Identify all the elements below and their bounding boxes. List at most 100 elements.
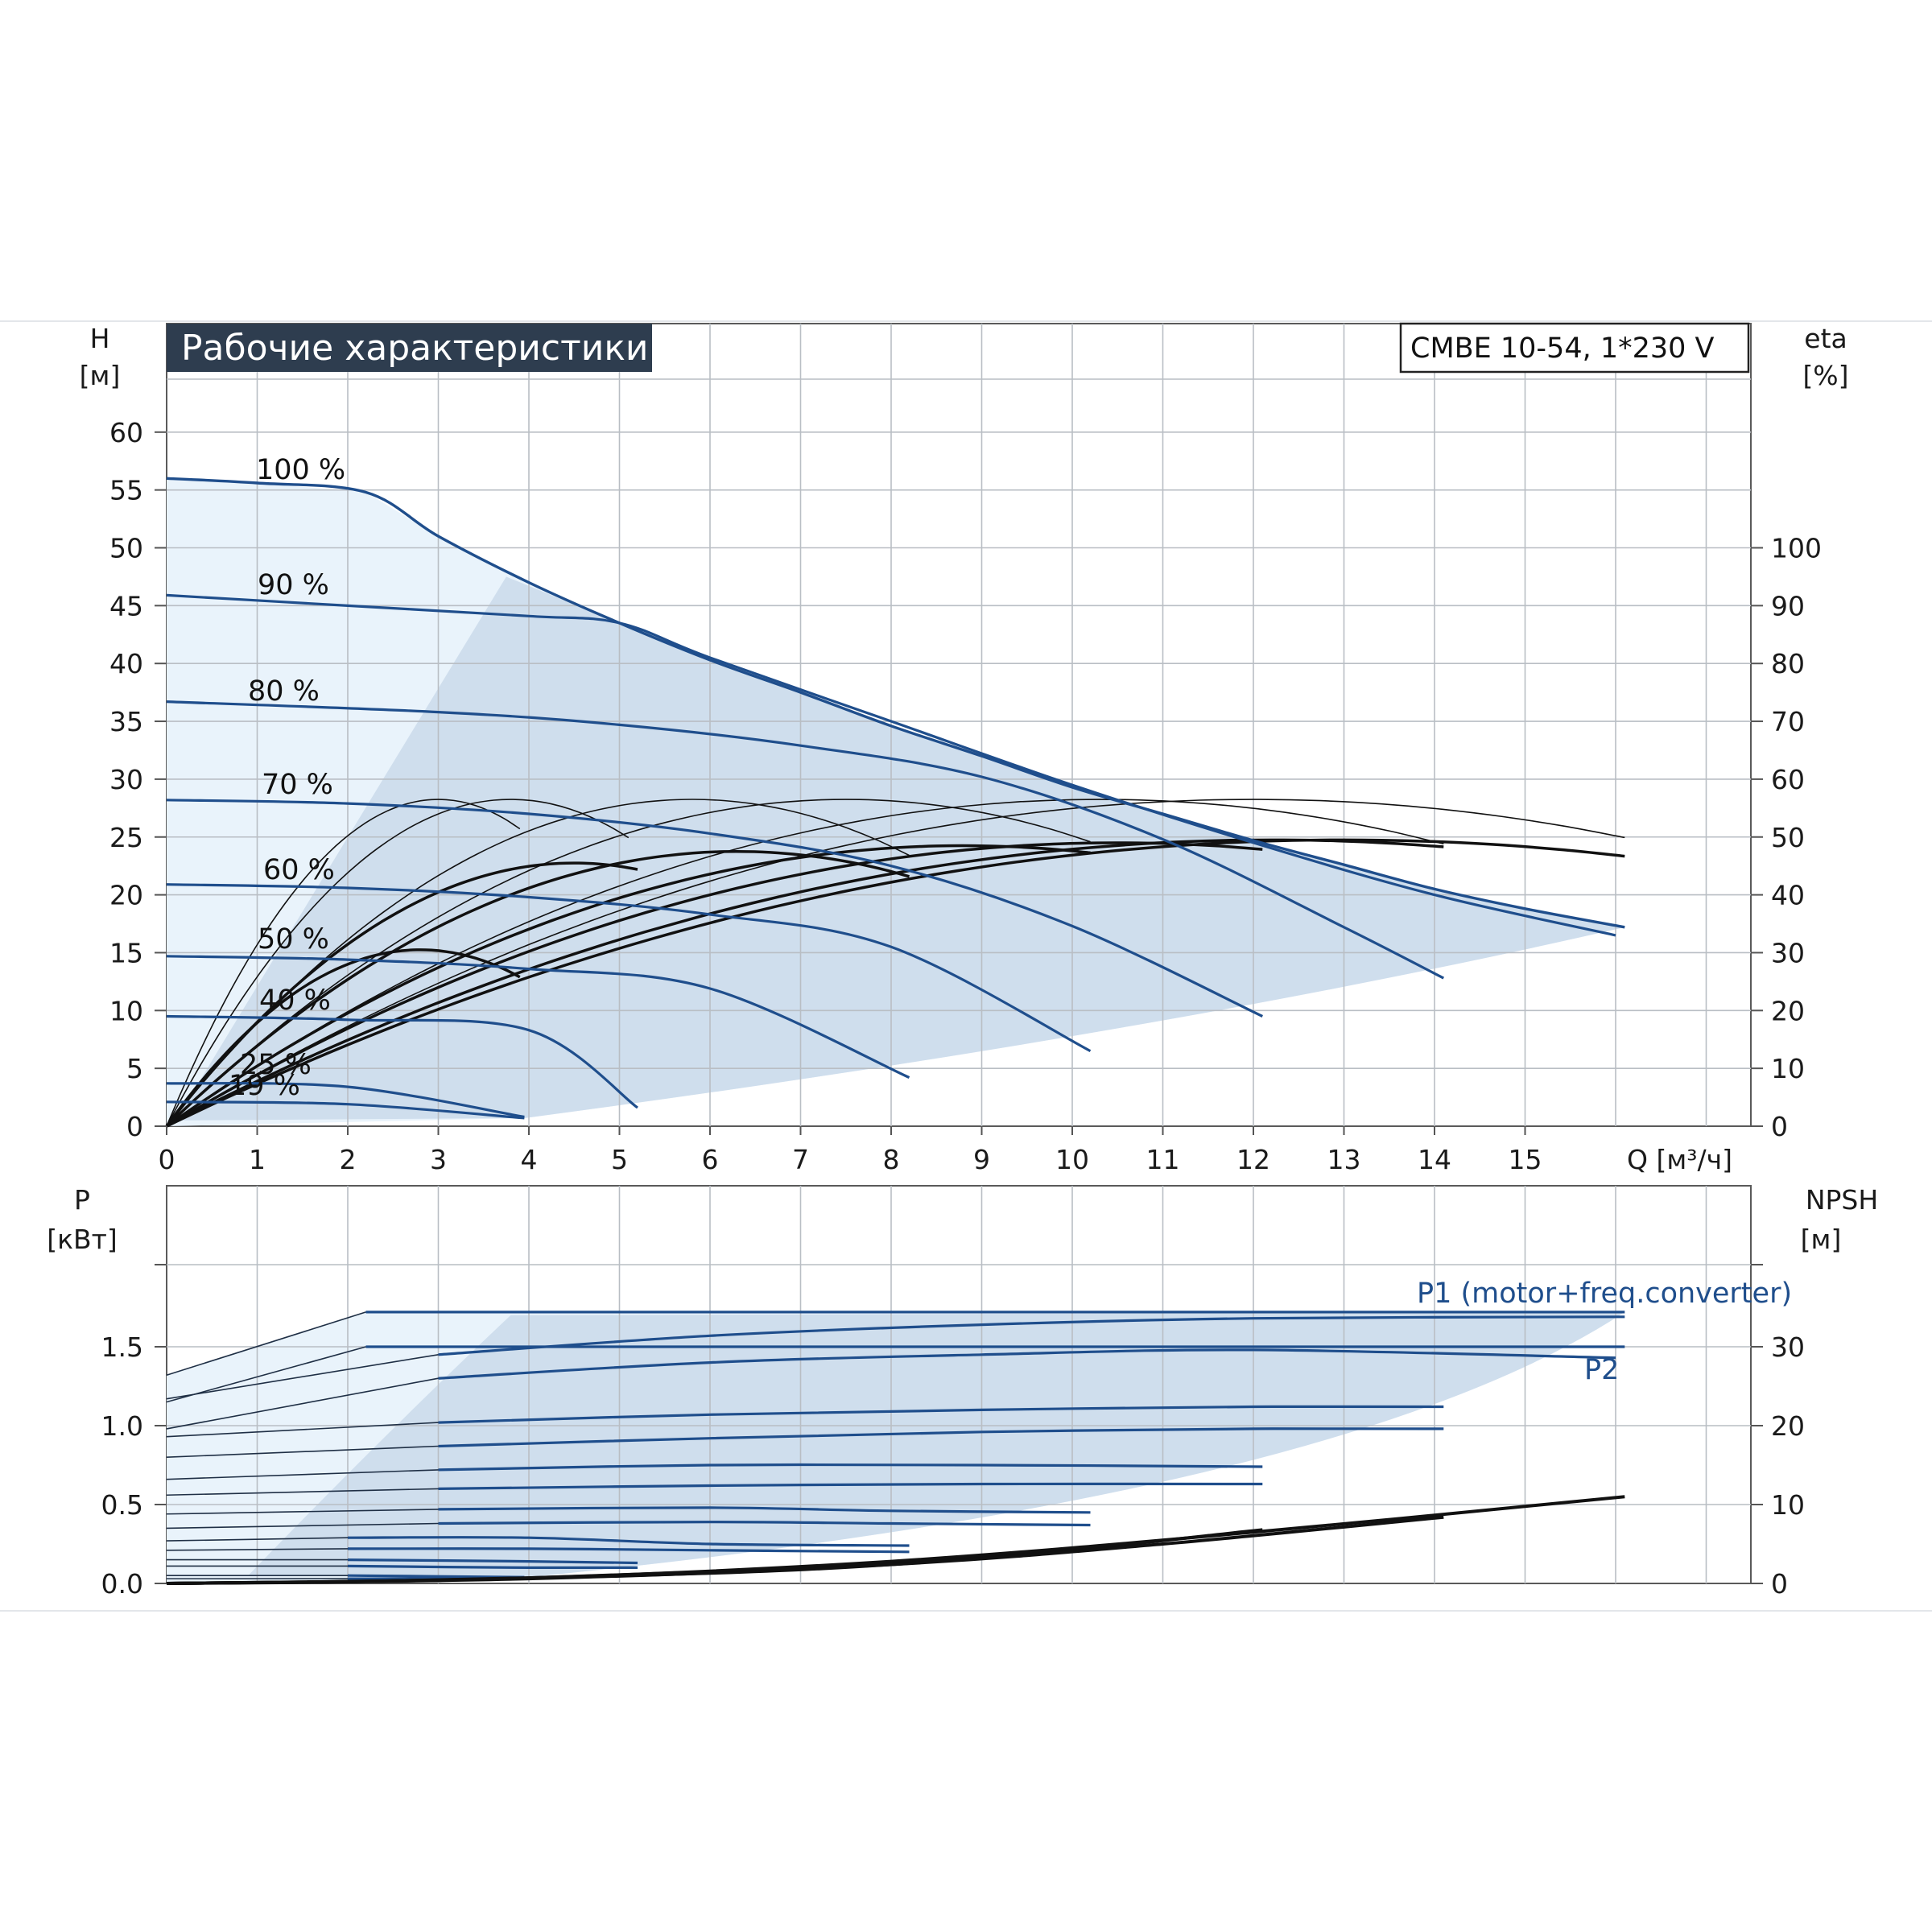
- p2-curve-lead: [166, 1488, 439, 1496]
- head-curve: [166, 1014, 638, 1109]
- power-tick-label: 0.5: [101, 1489, 143, 1521]
- y2-tick-label: 50: [1771, 822, 1805, 853]
- p1-curve: [438, 1405, 1444, 1424]
- p1-curve: [347, 1536, 910, 1547]
- y2-tick-label: 10: [1771, 1053, 1805, 1084]
- speed-label: 90 %: [258, 569, 329, 601]
- speed-label: 70 %: [262, 769, 333, 801]
- speed-label: 100 %: [256, 454, 345, 486]
- y-tick-label: 60: [109, 417, 143, 448]
- p2-curve: [438, 1348, 1616, 1380]
- x-axis-ticks: 0 1 2 3 4 5 6 7 8 9 10 11 12 13 14 15: [159, 1126, 1542, 1175]
- speed-label: 19 %: [229, 1070, 300, 1102]
- y-tick-label: 55: [109, 475, 143, 506]
- y2-tick-label: 30: [1771, 937, 1805, 968]
- power-axis-label: P: [74, 1184, 90, 1216]
- x-tick-label: 0: [159, 1144, 175, 1175]
- efficiency-curve: [166, 799, 1444, 1127]
- y-axis-unit: [м]: [80, 360, 121, 391]
- head-grid: [167, 324, 1751, 1126]
- efficiency-curves: [165, 799, 1625, 1128]
- y-tick-label: 0: [126, 1111, 143, 1142]
- x-tick-label: 6: [702, 1144, 719, 1175]
- y-tick-label: 15: [109, 937, 143, 968]
- y2-tick-label: 40: [1771, 880, 1805, 911]
- legend-p2: P2: [1584, 1354, 1619, 1386]
- x-axis-label: Q [м³/ч]: [1627, 1144, 1732, 1175]
- y2-tick-label: 70: [1771, 706, 1805, 737]
- p2-curve: [347, 1564, 638, 1570]
- efficiency-curve: [166, 841, 1263, 1128]
- y-tick-label: 25: [109, 822, 143, 853]
- y-tick-label: 30: [109, 764, 143, 795]
- p2-curve: [438, 1427, 1444, 1448]
- power-tick-label: 1.0: [101, 1410, 143, 1442]
- p2-curve: [347, 1547, 910, 1554]
- speed-label: 60 %: [263, 854, 335, 886]
- npsh-tick-label: 10: [1771, 1489, 1805, 1521]
- npsh-axis-unit: [м]: [1801, 1224, 1842, 1255]
- npsh-curve: [166, 1495, 1625, 1585]
- p1-curve-lead: [166, 1509, 439, 1515]
- p2-curve-lead: [166, 1346, 366, 1403]
- y-axis-ticks: 0 5 10 15 20 25 30 35 40 45 50 55 60: [109, 417, 167, 1142]
- x-tick-label: 7: [792, 1144, 809, 1175]
- power-axis-ticks: 0.0 0.5 1.0 1.5: [101, 1264, 167, 1600]
- p1-curve-lead: [166, 1537, 349, 1542]
- y2-tick-label: 80: [1771, 648, 1805, 679]
- p1-curve-lead: [166, 1422, 439, 1438]
- y-tick-label: 35: [109, 706, 143, 737]
- head-curve: [166, 477, 1625, 929]
- npsh-tick-label: 20: [1771, 1410, 1805, 1442]
- npsh-axis-label: NPSH: [1806, 1184, 1878, 1216]
- p1-curve: [438, 1506, 1091, 1514]
- y2-tick-label: 100: [1771, 533, 1822, 564]
- speed-label: 40 %: [259, 985, 331, 1017]
- p1-curve: [438, 1315, 1625, 1356]
- power-tick-label: 1.5: [101, 1331, 143, 1363]
- y-tick-label: 40: [109, 648, 143, 679]
- head-curve: [166, 700, 1445, 980]
- y2-tick-label: 60: [1771, 764, 1805, 795]
- head-curve: [166, 799, 1263, 1018]
- x-tick-label: 5: [611, 1144, 628, 1175]
- chart-title: Рабочие характеристики: [181, 328, 649, 369]
- p1-curve: [438, 1463, 1263, 1472]
- p2-curve-lead: [166, 1522, 439, 1530]
- y2-tick-label: 20: [1771, 995, 1805, 1026]
- x-tick-label: 9: [973, 1144, 990, 1175]
- y2-axis-label: eta: [1804, 323, 1847, 354]
- speed-label: 50 %: [258, 923, 329, 956]
- p2-curve: [438, 1520, 1091, 1527]
- npsh-axis-ticks: 0 10 20 30: [1751, 1264, 1805, 1600]
- power-area-recommended: [248, 1311, 1625, 1578]
- efficiency-curve: [166, 838, 1444, 1128]
- head-curve: [166, 593, 1616, 937]
- title-background: [167, 324, 652, 372]
- x-tick-label: 4: [521, 1144, 538, 1175]
- p1-curve: [347, 1558, 638, 1565]
- x-tick-label: 2: [340, 1144, 357, 1175]
- y2-tick-label: 90: [1771, 590, 1805, 621]
- head-curve: [166, 1082, 525, 1119]
- y2-axis-unit: [%]: [1802, 360, 1848, 391]
- efficiency-curve: [165, 861, 638, 1128]
- speed-label: 25 %: [240, 1049, 312, 1081]
- p2-curve-lead: [166, 1377, 439, 1430]
- y-axis-label: H: [90, 323, 110, 354]
- power-axis-unit: [кВт]: [47, 1224, 118, 1255]
- p1-curve: [347, 1574, 525, 1579]
- power-tick-label: 0.0: [101, 1568, 143, 1600]
- head-efficiency-panel: 100 % 90 % 80 % 70 % 60 % 50 % 40 % 25 %19 % 0 1…: [80, 322, 1849, 1175]
- speed-label: 80 %: [248, 675, 320, 708]
- x-tick-label: 1: [249, 1144, 266, 1175]
- npsh-tick-label: 30: [1771, 1331, 1805, 1363]
- head-curves: [166, 477, 1625, 1120]
- p1-curve-lead: [166, 1311, 366, 1377]
- head-curve: [166, 883, 1092, 1053]
- x-tick-label: 13: [1327, 1144, 1361, 1175]
- efficiency-curve: [166, 799, 630, 1127]
- x-tick-label: 15: [1509, 1144, 1542, 1175]
- power-npsh-panel: 0.0 0.5 1.0 1.5 0 10 20 30 P [кВт] NPSH [м] P1…: [47, 1184, 1878, 1600]
- x-tick-label: 10: [1055, 1144, 1089, 1175]
